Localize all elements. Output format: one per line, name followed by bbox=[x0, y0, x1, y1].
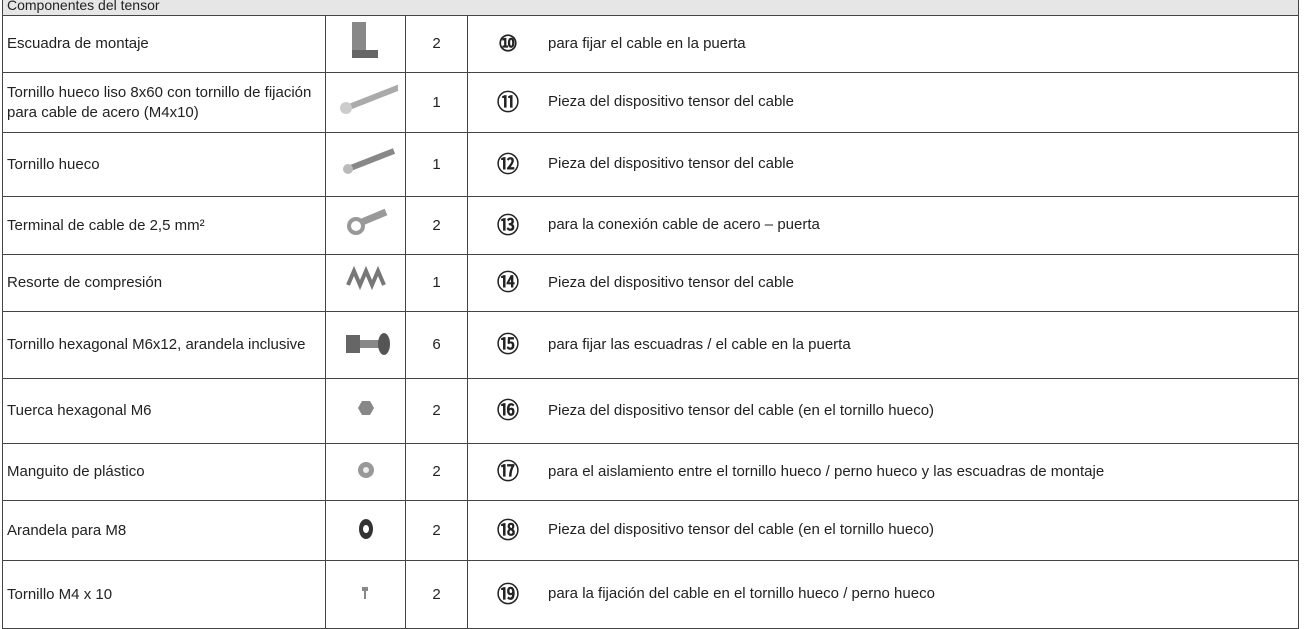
description: Pieza del dispositivo tensor del cable bbox=[548, 155, 794, 173]
part-name: Arandela para M8 bbox=[2, 500, 326, 561]
part-icon bbox=[346, 208, 387, 235]
description-cell: ⑲ para la fijación del cable en el tornil… bbox=[466, 560, 1300, 629]
part-name: Tornillo hexagonal M6x12, arandela inclu… bbox=[2, 311, 326, 379]
description-cell: ⑫ Pieza del dispositivo tensor del cable bbox=[466, 132, 1300, 197]
part-icon bbox=[358, 518, 373, 539]
description: para fijar las escuadras / el cable en l… bbox=[548, 336, 851, 354]
part-name: Tuerca hexagonal M6 bbox=[2, 378, 326, 444]
quantity: 2 bbox=[405, 500, 468, 561]
quantity: 1 bbox=[405, 254, 468, 312]
item-number: ⑬ bbox=[496, 212, 519, 238]
part-name: Tornillo hueco bbox=[2, 132, 326, 197]
description: para fijar el cable en la puerta bbox=[548, 35, 746, 53]
item-number: ⑱ bbox=[496, 517, 519, 543]
part-image bbox=[325, 196, 406, 255]
part-icon bbox=[339, 83, 401, 114]
quantity: 2 bbox=[405, 443, 468, 501]
table-row: Tornillo hexagonal M6x12, arandela inclu… bbox=[2, 311, 1300, 379]
table-row: Tornillo M4 x 10 2 ⑲ para la fijación del c… bbox=[2, 560, 1300, 629]
description-cell: ⑰ para el aislamiento entre el tornillo h… bbox=[466, 443, 1300, 501]
part-image bbox=[325, 443, 406, 501]
part-name: Tornillo M4 x 10 bbox=[2, 560, 326, 629]
part-image bbox=[325, 378, 406, 444]
table-row: Manguito de plástico 2 ⑰ para el aislamient… bbox=[2, 443, 1300, 501]
quantity: 1 bbox=[405, 132, 468, 197]
description: para el aislamiento entre el tornillo hu… bbox=[548, 463, 1105, 481]
item-number: ⑮ bbox=[496, 332, 519, 358]
table-row: Arandela para M8 2 ⑱ Pieza del dispositivo … bbox=[2, 500, 1300, 561]
part-name: Escuadra de montaje bbox=[2, 15, 326, 73]
description-cell: ⑮ para fijar las escuadras / el cable en … bbox=[466, 311, 1300, 379]
part-name: Terminal de cable de 2,5 mm² bbox=[2, 196, 326, 255]
part-icon bbox=[342, 147, 395, 174]
item-number: ⑰ bbox=[496, 459, 519, 485]
table-row: Escuadra de montaje 2 ⑩ para fijar el cable… bbox=[2, 15, 1300, 73]
description: para la conexión cable de acero – puerta bbox=[548, 216, 820, 234]
description: Pieza del dispositivo tensor del cable (… bbox=[548, 402, 935, 420]
part-icon bbox=[351, 22, 378, 58]
part-image bbox=[325, 72, 406, 133]
part-image bbox=[325, 560, 406, 629]
part-icon bbox=[357, 462, 374, 478]
quantity: 2 bbox=[405, 15, 468, 73]
part-image bbox=[325, 254, 406, 312]
quantity: 1 bbox=[405, 72, 468, 133]
table-row: Tornillo hueco 1 ⑫ Pieza del dispositivo te… bbox=[2, 132, 1300, 197]
part-image bbox=[325, 311, 406, 379]
description-cell: ⑯ Pieza del dispositivo tensor del cable … bbox=[466, 378, 1300, 444]
item-number: ⑯ bbox=[496, 398, 519, 424]
quantity: 2 bbox=[405, 560, 468, 629]
part-icon bbox=[361, 586, 368, 599]
description-cell: ⑩ para fijar el cable en la puerta bbox=[466, 15, 1300, 73]
description-cell: ⑪ Pieza del dispositivo tensor del cable bbox=[466, 72, 1300, 133]
item-number: ⑭ bbox=[496, 270, 519, 296]
table-row: Tornillo hueco liso 8x60 con tornillo de… bbox=[2, 72, 1300, 133]
part-image bbox=[325, 500, 406, 561]
description: Pieza del dispositivo tensor del cable (… bbox=[548, 521, 935, 539]
description: para la fijación del cable en el tornill… bbox=[548, 585, 935, 603]
table-row: Resorte de compresión 1 ⑭ Pieza del disposi… bbox=[2, 254, 1300, 312]
header-title: Componentes del tensor bbox=[1, 0, 1300, 16]
part-name: Tornillo hueco liso 8x60 con tornillo de… bbox=[2, 72, 326, 133]
quantity: 2 bbox=[405, 378, 468, 444]
part-image bbox=[325, 132, 406, 197]
description: Pieza del dispositivo tensor del cable bbox=[548, 274, 794, 292]
item-number: ⑩ bbox=[498, 31, 518, 57]
part-name: Resorte de compresión bbox=[2, 254, 326, 312]
item-number: ⑲ bbox=[496, 581, 519, 607]
part-name: Manguito de plástico bbox=[2, 443, 326, 501]
description: Pieza del dispositivo tensor del cable bbox=[548, 93, 794, 111]
part-icon bbox=[345, 265, 386, 291]
quantity: 6 bbox=[405, 311, 468, 379]
part-icon bbox=[345, 333, 390, 355]
description-cell: ⑬ para la conexión cable de acero – puert… bbox=[466, 196, 1300, 255]
quantity: 2 bbox=[405, 196, 468, 255]
description-cell: ⑭ Pieza del dispositivo tensor del cable bbox=[466, 254, 1300, 312]
table-row: Tuerca hexagonal M6 2 ⑯ Pieza del dispositi… bbox=[2, 378, 1300, 444]
item-number: ⑪ bbox=[496, 89, 519, 115]
header-row: Componentes del tensor bbox=[1, 0, 1300, 16]
part-icon bbox=[357, 401, 374, 415]
description-cell: ⑱ Pieza del dispositivo tensor del cable … bbox=[466, 500, 1300, 561]
item-number: ⑫ bbox=[496, 151, 519, 177]
table-row: Terminal de cable de 2,5 mm² 2 ⑬ para la co… bbox=[2, 196, 1300, 255]
part-image bbox=[325, 15, 406, 73]
